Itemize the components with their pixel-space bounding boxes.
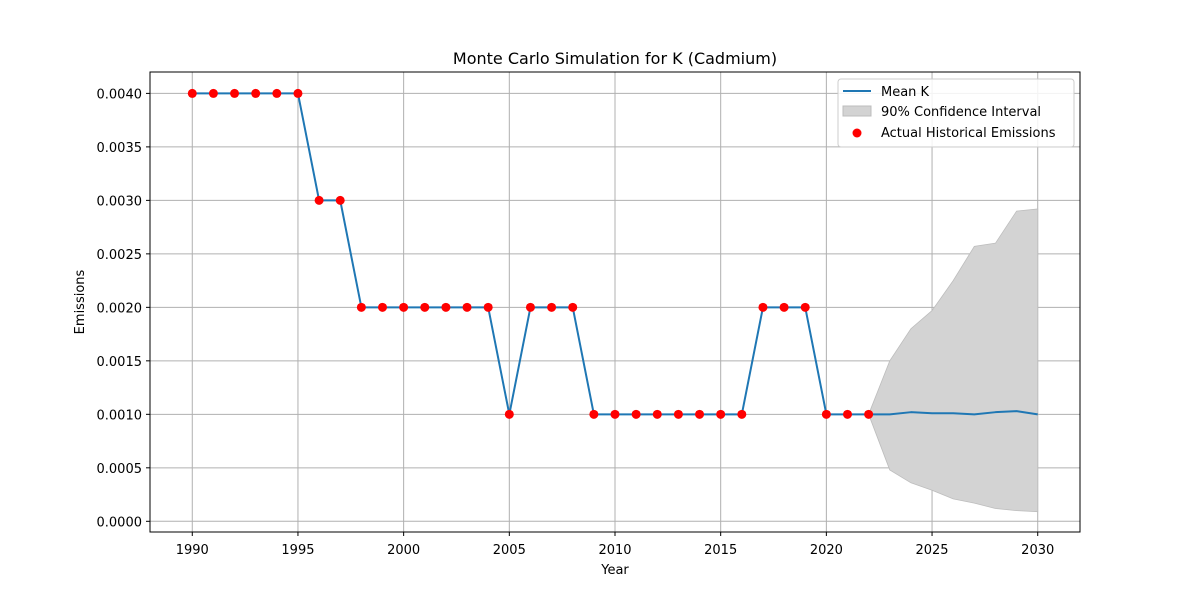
y-tick-label: 0.0025 (97, 248, 143, 263)
x-axis-ticks: 1990 1995 2000 2005 2010 2015 2020 2025 2030 (176, 532, 1054, 558)
legend-actual-label: Actual Historical Emissions (881, 126, 1056, 141)
actual-point (272, 88, 282, 98)
actual-point (293, 88, 303, 98)
x-tick-label: 2000 (387, 543, 420, 558)
actual-point (420, 302, 430, 312)
confidence-band (868, 208, 1039, 513)
actual-point (378, 302, 387, 312)
y-axis-label: Emissions (73, 269, 88, 334)
actual-point (568, 302, 578, 312)
actual-point (737, 409, 747, 419)
actual-point (251, 88, 261, 98)
legend-mean-label: Mean K (881, 85, 930, 100)
actual-point (758, 302, 768, 312)
actual-point (716, 409, 726, 419)
actual-point (525, 302, 535, 312)
x-tick-label: 2025 (915, 543, 948, 558)
legend-ci-swatch (842, 105, 872, 117)
x-tick-label: 1990 (176, 543, 209, 558)
actual-point (462, 302, 472, 312)
confidence-band-layer (868, 208, 1039, 513)
legend-ci-label: 90% Confidence Interval (881, 105, 1041, 120)
y-tick-label: 0.0030 (97, 194, 143, 209)
actual-point (356, 302, 366, 312)
y-tick-label: 0.0005 (97, 462, 143, 477)
y-axis-ticks: 0.0000 0.0005 0.0010 0.0015 0.0020 0.0025 0.00… (97, 87, 150, 530)
actual-point (652, 409, 662, 419)
actual-point (483, 302, 493, 312)
legend: Mean K 90% Confidence Interval Actual Hi… (837, 78, 1075, 148)
actual-point (441, 302, 451, 312)
y-tick-label: 0.0035 (97, 141, 143, 156)
actual-points-layer (187, 88, 874, 419)
actual-point (800, 302, 810, 312)
x-tick-label: 2005 (493, 543, 526, 558)
actual-point (631, 409, 641, 419)
actual-point (864, 409, 874, 419)
actual-point (208, 88, 218, 98)
x-tick-label: 2020 (810, 543, 843, 558)
y-tick-label: 0.0020 (97, 301, 143, 316)
actual-point (821, 409, 831, 419)
actual-point (504, 409, 514, 419)
x-tick-label: 2010 (598, 543, 631, 558)
y-tick-label: 0.0010 (97, 408, 143, 423)
y-tick-label: 0.0040 (97, 87, 143, 102)
actual-point (695, 409, 705, 419)
actual-point (610, 409, 620, 419)
actual-point (589, 409, 599, 419)
legend-box (837, 78, 1075, 148)
actual-point (187, 88, 197, 98)
y-tick-label: 0.0000 (97, 515, 143, 530)
actual-point (314, 195, 324, 205)
chart-title: Monte Carlo Simulation for K (Cadmium) (453, 49, 777, 68)
x-tick-label: 1995 (281, 543, 314, 558)
actual-point (673, 409, 683, 419)
actual-point (779, 302, 789, 312)
y-tick-label: 0.0015 (97, 355, 143, 370)
actual-point (230, 88, 240, 98)
actual-point (547, 302, 557, 312)
actual-point (335, 195, 345, 205)
x-tick-label: 2015 (704, 543, 737, 558)
actual-point (399, 302, 409, 312)
x-axis-label: Year (600, 563, 629, 578)
actual-point (843, 409, 852, 419)
x-tick-label: 2030 (1021, 543, 1054, 558)
legend-actual-swatch (852, 128, 862, 138)
